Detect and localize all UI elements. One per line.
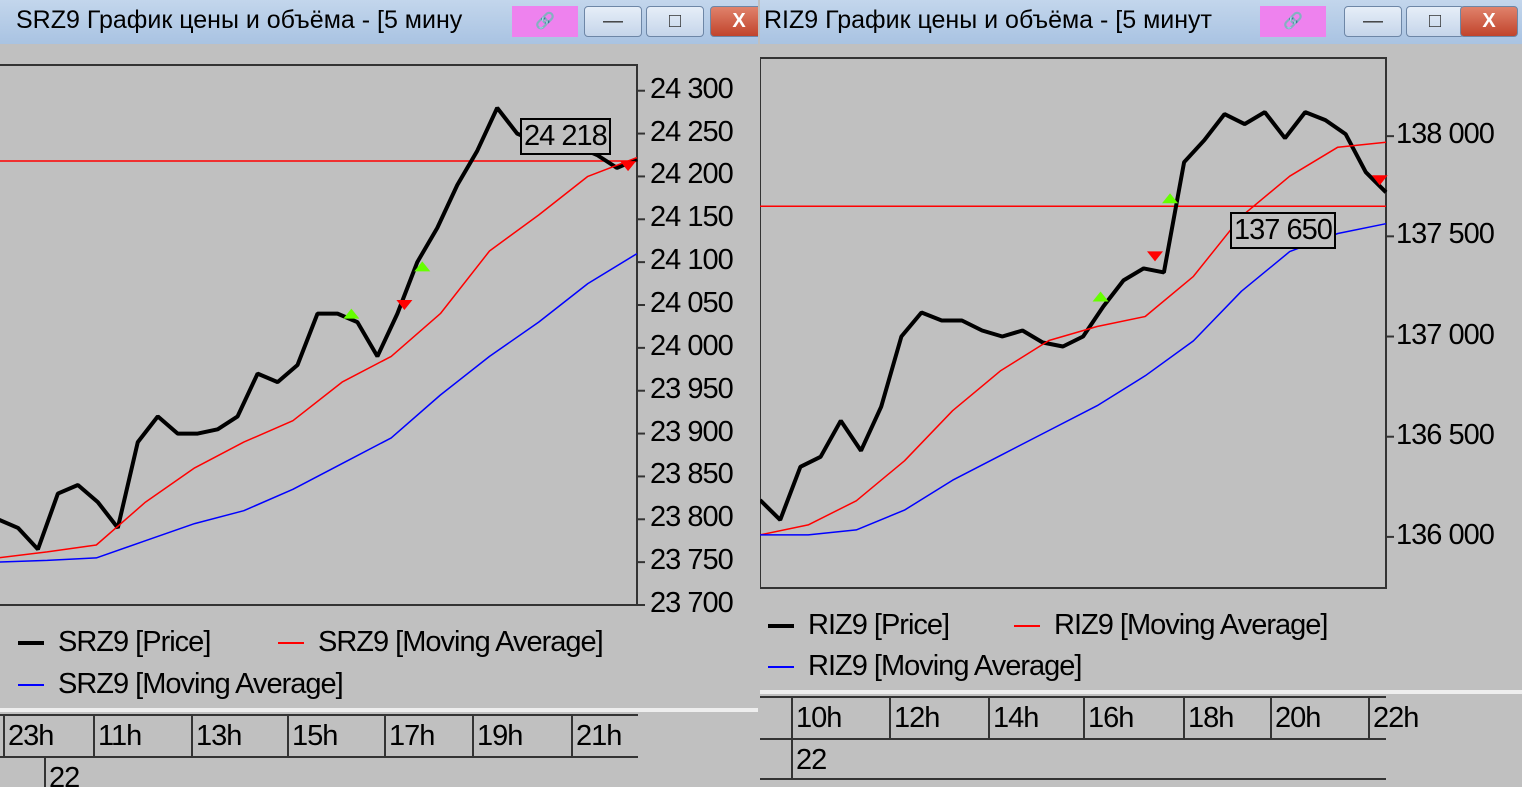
moving-average-line (0, 156, 638, 559)
time-axis-divider (0, 756, 638, 758)
sell-signal-arrow (620, 161, 637, 172)
y-tick-label: 24 000 (650, 329, 734, 362)
title-bar[interactable]: RIZ9 График цены и объёма - [5 минут 🔗 —… (760, 0, 1522, 44)
time-tick: 11h (93, 716, 142, 756)
time-axis[interactable] (0, 714, 638, 716)
legend-item-price: RIZ9 [Price] (768, 609, 950, 642)
time-tick: 20h (1270, 698, 1321, 738)
moving-average-line (760, 141, 1387, 536)
moving-average-line (0, 252, 638, 563)
minimize-button[interactable]: — (1344, 6, 1402, 37)
y-tick-label: 24 100 (650, 244, 734, 277)
y-tick-label: 136 500 (1396, 418, 1495, 451)
plot-frame (0, 64, 638, 606)
time-tick: 21h (571, 716, 622, 756)
legend-item-ma-red: RIZ9 [Moving Average] (1014, 609, 1328, 642)
title-bar[interactable]: SRZ9 График цены и объёма - [5 мину 🔗 — … (0, 0, 758, 44)
riz9-chart-window: RIZ9 График цены и объёма - [5 минут 🔗 —… (760, 0, 1522, 787)
time-tick: 22h (1368, 698, 1419, 738)
y-tick-label: 24 200 (650, 158, 734, 191)
legend-swatch (1014, 625, 1040, 628)
time-tick: 10h (791, 698, 842, 738)
time-tick: 17h (384, 716, 435, 756)
buy-signal-arrow (343, 308, 360, 319)
price-line (760, 110, 1388, 522)
time-tick: 23h (3, 716, 54, 756)
time-axis-bottom (760, 778, 1386, 780)
y-tick-label: 23 800 (650, 501, 734, 534)
last-price-label: 137 650 (1230, 212, 1336, 249)
legend-swatch (768, 624, 794, 629)
time-axis[interactable] (760, 696, 1386, 698)
maximize-button[interactable]: □ (646, 6, 704, 37)
legend-item-ma-red: SRZ9 [Moving Average] (278, 626, 604, 659)
buy-signal-arrow (1162, 193, 1179, 204)
date-label: 22 (44, 758, 80, 787)
chain-link-icon[interactable]: 🔗 (1260, 6, 1326, 37)
legend-item-price: SRZ9 [Price] (18, 626, 211, 659)
legend-swatch (278, 642, 304, 645)
y-tick-label: 24 050 (650, 287, 734, 319)
close-button[interactable]: X (1460, 6, 1518, 37)
sell-signal-arrow (396, 300, 413, 310)
legend-item-ma-blue: RIZ9 [Moving Average] (768, 650, 1082, 683)
time-tick: 15h (287, 716, 338, 756)
y-tick-label: 138 000 (1396, 118, 1495, 151)
divider (760, 690, 1522, 694)
sell-signal-arrow (1371, 175, 1388, 186)
moving-average-line (760, 222, 1387, 536)
window-title: SRZ9 График цены и объёма - [5 мину (16, 6, 463, 34)
y-tick-label: 24 300 (650, 72, 734, 105)
minimize-button[interactable]: — (584, 6, 642, 37)
time-tick: 18h (1183, 698, 1234, 738)
price-chart[interactable] (0, 0, 758, 787)
plot-frame (760, 57, 1387, 589)
price-chart[interactable] (760, 0, 1522, 787)
legend-swatch (768, 666, 794, 669)
time-tick: 16h (1083, 698, 1134, 738)
sell-signal-arrow (1147, 251, 1164, 262)
y-tick-label: 137 500 (1396, 218, 1495, 251)
time-tick: 13h (191, 716, 242, 756)
chain-link-icon[interactable]: 🔗 (512, 6, 578, 37)
y-tick-label: 23 700 (650, 587, 734, 619)
time-tick: 12h (889, 698, 940, 738)
y-tick-label: 23 750 (650, 544, 734, 577)
y-tick-label: 23 900 (650, 415, 734, 448)
last-price-label: 24 218 (520, 118, 611, 155)
y-tick-label: 136 000 (1396, 518, 1495, 551)
close-button[interactable]: X (710, 6, 758, 37)
legend-item-ma-blue: SRZ9 [Moving Average] (18, 668, 344, 701)
date-label: 22 (791, 740, 827, 780)
y-tick-label: 137 000 (1396, 318, 1495, 351)
legend-swatch (18, 641, 44, 646)
time-axis-divider (760, 738, 1386, 740)
window-title: RIZ9 График цены и объёма - [5 минут (764, 6, 1212, 34)
divider (0, 708, 758, 712)
y-tick-label: 23 850 (650, 458, 734, 491)
srz9-chart-window: SRZ9 График цены и объёма - [5 мину 🔗 — … (0, 0, 758, 787)
y-tick-label: 23 950 (650, 372, 734, 405)
maximize-button[interactable]: □ (1406, 6, 1464, 37)
y-tick-label: 24 150 (650, 201, 734, 234)
time-tick: 19h (472, 716, 523, 756)
buy-signal-arrow (1092, 291, 1109, 302)
y-tick-label: 24 250 (650, 115, 734, 148)
buy-signal-arrow (414, 261, 431, 272)
time-tick: 14h (988, 698, 1039, 738)
price-line (0, 106, 638, 551)
legend-swatch (18, 684, 44, 687)
